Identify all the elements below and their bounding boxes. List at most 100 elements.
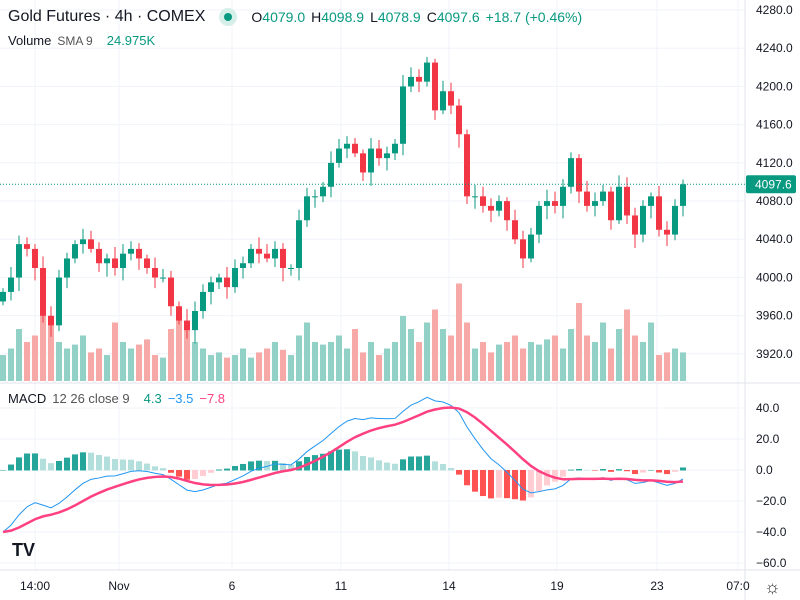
- volume-bar: [416, 342, 422, 381]
- volume-bar: [240, 348, 246, 381]
- settings-gear-icon[interactable]: ☼: [764, 577, 781, 597]
- volume-bar: [624, 309, 630, 381]
- candle-body: [288, 268, 294, 270]
- macd-histogram-bar: [328, 451, 334, 471]
- candle-body: [264, 253, 270, 259]
- candle-body: [16, 244, 22, 278]
- volume-bar: [480, 342, 486, 381]
- change-value: +18.7 (+0.46%): [485, 9, 583, 25]
- candle-body: [152, 268, 158, 278]
- macd-histogram-bar: [192, 470, 198, 480]
- candle-body: [216, 277, 222, 283]
- macd-histogram-bar: [432, 461, 438, 471]
- macd-histogram-bar: [656, 470, 662, 473]
- macd-histogram-bar: [608, 470, 614, 472]
- candle-body: [632, 215, 638, 235]
- candle-body: [488, 205, 494, 211]
- symbol-title[interactable]: Gold Futures · 4h · COMEX: [8, 8, 206, 25]
- volume-bar: [600, 322, 606, 381]
- macd-histogram-bar: [664, 470, 670, 475]
- volume-bar: [272, 342, 278, 381]
- price-axis-label: 4200.0: [756, 79, 793, 93]
- close-label: C: [426, 9, 437, 25]
- candle-body: [176, 306, 182, 321]
- macd-histogram-bar: [584, 469, 590, 471]
- macd-legend[interactable]: MACD 12 26 close 9 4.3 −3.5 −7.8: [8, 391, 225, 406]
- volume-bar: [640, 342, 646, 381]
- macd-histogram-bar: [144, 463, 150, 471]
- macd-histogram-bar: [184, 470, 190, 480]
- low-label: L: [370, 9, 378, 25]
- macd-histogram-bar: [40, 458, 46, 471]
- candle-body: [496, 201, 502, 211]
- tradingview-logo[interactable]: TV: [12, 540, 36, 560]
- macd-histogram-bar: [528, 470, 534, 498]
- macd-axis-label: −40.0: [756, 525, 787, 539]
- candle-body: [648, 196, 654, 206]
- macd-histogram-bar: [440, 463, 446, 471]
- candle-body: [72, 244, 78, 259]
- candle-body: [304, 196, 310, 221]
- macd-signal-value: −7.8: [199, 391, 226, 406]
- candle-body: [376, 148, 382, 159]
- volume-bar: [128, 348, 134, 381]
- candle-body: [328, 162, 334, 187]
- candle-body: [544, 201, 550, 206]
- high-value: 4098.9: [321, 9, 365, 25]
- volume-bar: [168, 329, 174, 381]
- candle-body: [232, 268, 238, 288]
- current-price-label: 4097.6: [755, 177, 792, 191]
- volume-bar: [400, 316, 406, 381]
- candle-body: [272, 248, 278, 259]
- macd-axis-label: 0.0: [756, 463, 773, 477]
- volume-bar: [288, 355, 294, 381]
- macd-histogram-bar: [416, 456, 422, 471]
- candle-body: [416, 76, 422, 82]
- macd-histogram-bar: [648, 469, 654, 471]
- volume-bar: [608, 348, 614, 381]
- volume-legend[interactable]: Volume SMA 9 24.975K: [8, 33, 155, 48]
- price-axis-label: 3920.0: [756, 347, 793, 361]
- macd-params: 12 26 close 9: [52, 391, 130, 406]
- macd-histogram-bar: [552, 470, 558, 482]
- macd-histogram-bar: [8, 464, 14, 471]
- current-price-badge: [746, 175, 796, 194]
- volume-bar: [160, 357, 166, 381]
- macd-histogram-bar: [632, 470, 638, 475]
- candle-body: [88, 239, 94, 249]
- macd-histogram-bar: [64, 457, 70, 471]
- volume-bar: [224, 357, 230, 381]
- time-axis-label: 11: [335, 579, 348, 593]
- volume-bar: [0, 355, 6, 381]
- macd-histogram-bar: [592, 470, 598, 471]
- macd-histogram-bar: [344, 449, 350, 471]
- candle-body: [664, 229, 670, 235]
- price-axis-label: 4000.0: [756, 270, 793, 284]
- macd-histogram-bar: [536, 470, 542, 492]
- volume-bar: [648, 322, 654, 381]
- macd-histogram-bar: [384, 462, 390, 471]
- macd-histogram-bar: [392, 463, 398, 471]
- macd-histogram-bar: [368, 457, 374, 471]
- volume-bar: [144, 339, 150, 381]
- candle-body: [520, 239, 526, 259]
- candle-body: [408, 76, 414, 87]
- high-label: H: [311, 9, 322, 25]
- macd-histogram-bar: [160, 468, 166, 471]
- volume-bar: [432, 309, 438, 381]
- volume-bar: [296, 335, 302, 381]
- macd-histogram-bar: [568, 469, 574, 471]
- macd-histogram-bar: [80, 452, 86, 471]
- macd-histogram-bar: [112, 459, 118, 471]
- volume-bar: [304, 322, 310, 381]
- macd-histogram-bar: [96, 455, 102, 471]
- volume-bar: [232, 355, 238, 381]
- price-axis-label: 4040.0: [756, 232, 793, 246]
- candle-body: [560, 186, 566, 206]
- candle-body: [112, 258, 118, 269]
- macd-histogram-bar: [504, 470, 510, 499]
- volume-bar: [32, 335, 38, 381]
- volume-params: SMA 9: [57, 33, 93, 48]
- volume-bar: [680, 352, 686, 381]
